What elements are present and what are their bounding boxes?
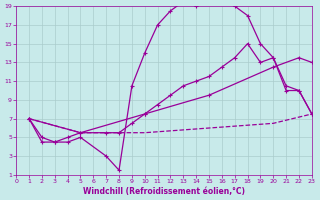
X-axis label: Windchill (Refroidissement éolien,°C): Windchill (Refroidissement éolien,°C) (83, 187, 245, 196)
